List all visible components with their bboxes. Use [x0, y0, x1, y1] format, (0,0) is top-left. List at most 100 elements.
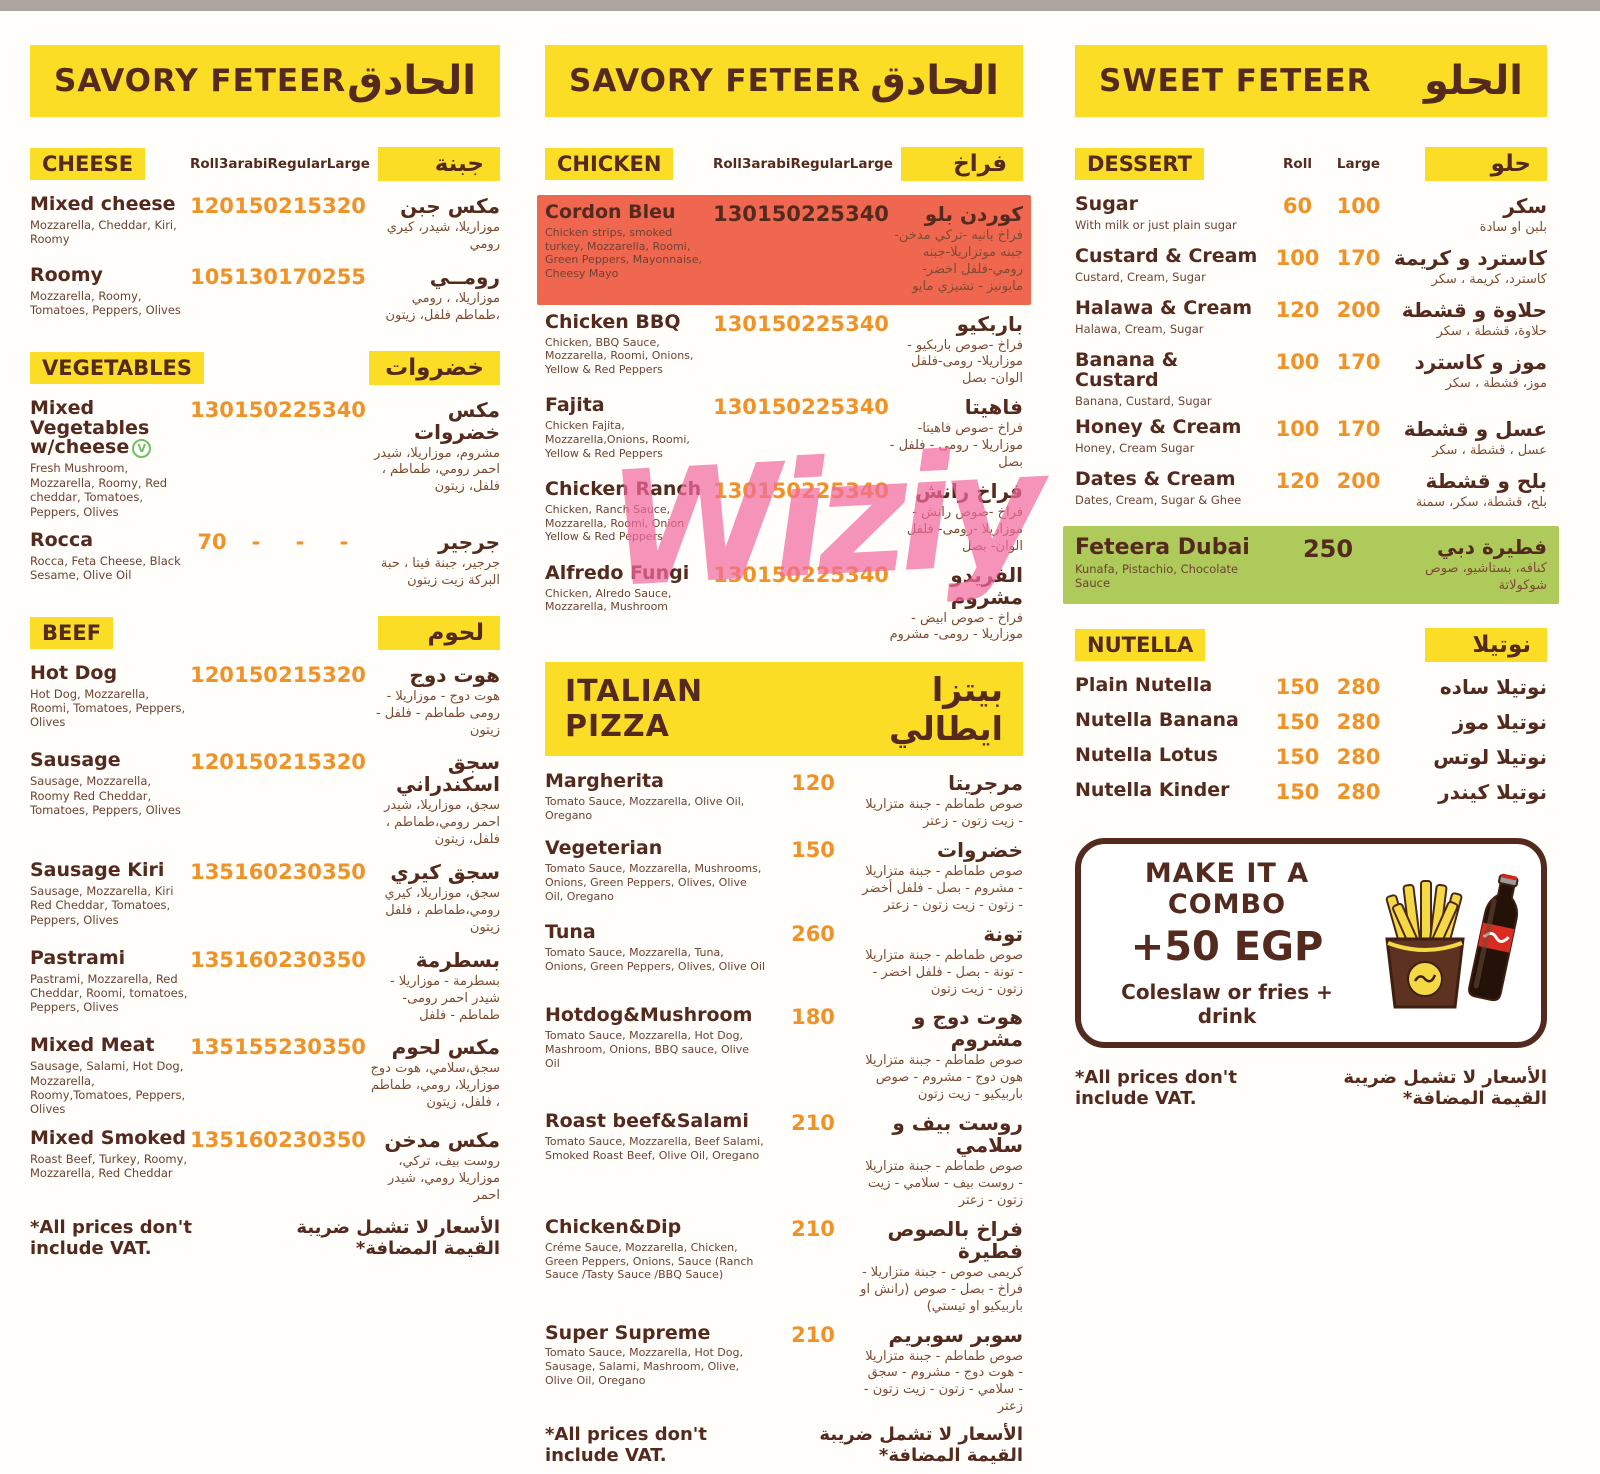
item-prices: 130 150 225 340 — [713, 312, 889, 336]
item-name-ar: نوتيلا موز — [1452, 710, 1547, 735]
item-name-en: Alfredo Fungi — [545, 561, 690, 584]
column-title-en: SAVORY FETEER — [54, 63, 347, 99]
item-prices: 120 200 — [1267, 468, 1389, 493]
item-price: 210 — [791, 1216, 835, 1241]
item-desc-en: Sausage, Mozzarella, Roomy Red Cheddar, … — [30, 774, 181, 818]
item-row-sugar: Sugar With milk or just plain sugar 60 1… — [1075, 194, 1547, 237]
size-header-regular: Regular — [267, 156, 327, 172]
item-row-super-supreme: Super Supreme Tomato Sauce, Mozzarella, … — [545, 1322, 1023, 1417]
item-prices: 120 150 215 320 — [190, 662, 366, 687]
item-desc-ar: سجق، موزاريلا، شيدر احمر رومي،طماطم ، فل… — [384, 798, 500, 848]
item-name-ar: نوتيلا كيندر — [1438, 780, 1547, 805]
item-name-ar: سجق اسكندراني — [396, 750, 500, 797]
price-3arabi: 150 — [757, 395, 801, 420]
item-desc-en: Halawa, Cream, Sugar — [1075, 321, 1204, 336]
combo-price: +50 EGP — [1130, 924, 1324, 971]
price-regular: 215 — [278, 194, 322, 218]
pizza-title-ar: بيتزا ايطالي — [888, 670, 1003, 749]
price-roll: 100 — [1275, 245, 1320, 270]
item-price: 210 — [791, 1322, 835, 1347]
price-large: 280 — [1336, 710, 1381, 735]
item-name-en: Chicken Ranch — [545, 477, 702, 500]
item-desc-en: With milk or just plain sugar — [1075, 217, 1237, 232]
item-prices: 60 100 — [1267, 194, 1389, 218]
item-desc-en: Tomato Sauce, Mozzarella, Hot Dog, Mashr… — [545, 1029, 750, 1070]
item-row-feteera-dubai: Feteera Dubai Kunafa, Pistachio, Chocola… — [1063, 525, 1559, 605]
section-badge-ar: حلو — [1425, 147, 1547, 181]
column-sweet: SWEET FETEER الحلو DESSERT Roll Large حل… — [1063, 45, 1559, 1117]
item-name-ar: الفريدو مشروم — [950, 562, 1023, 609]
item-name-ar: كوردن بلو — [924, 202, 1023, 226]
item-name-ar: مكس جبن — [400, 194, 500, 218]
item-name-ar: هوت دوج — [409, 662, 500, 687]
price-large: 350 — [322, 1035, 366, 1060]
item-desc-ar: صوص طماطم - جبنة متزاريلا - مشروم - بصل … — [862, 864, 1023, 913]
item-name-ar: باربكيو — [956, 311, 1023, 336]
vat-note: *All prices don't include VAT. الأسعار ل… — [1075, 1067, 1547, 1117]
item-ar: جرجير جرجير، جبنة فيتا ، حبة البركة زيت … — [366, 531, 500, 590]
price-large: 320 — [322, 750, 366, 775]
item-row-mixed-cheese: Mixed cheese Mozzarella, Cheddar, Kiri, … — [30, 194, 500, 254]
price-roll: 105 — [190, 264, 234, 289]
item-name-en: Mixed Vegetables w/cheese — [30, 396, 150, 459]
item-name-en: Vegeterian — [545, 837, 663, 860]
item-row-roast-beef-salami: Roast beef&Salami Tomato Sauce, Mozzarel… — [545, 1111, 1023, 1210]
item-en: Margherita Tomato Sauce, Mozzarella, Oli… — [545, 771, 767, 822]
section-header-beef: BEEF لحوم — [30, 615, 500, 650]
item-desc-ar: فراخ -صوص رانش - موزاريلا -رومى- فلفل ال… — [906, 504, 1023, 554]
item-row-vegeterian: Vegeterian Tomato Sauce, Mozzarella, Mus… — [545, 837, 1023, 915]
vat-note-ar: الأسعار لا تشمل ضريبة القيمة المضافة* — [819, 1424, 1023, 1467]
item-name-ar: نوتيلا ساده — [1439, 675, 1547, 700]
price-roll: 130 — [190, 397, 234, 422]
item-desc-ar: موزاريلا، شيدر، كيري رومي — [386, 220, 500, 252]
item-name-ar: مرجريتا — [948, 771, 1023, 796]
price-3arabi: 150 — [757, 562, 801, 587]
section-badge-ar: خضروات — [369, 350, 500, 385]
item-price: 180 — [791, 1005, 835, 1030]
item-row-sausage-kiri: Sausage Kiri Sausage, Mozzarella, Kiri R… — [30, 859, 500, 937]
item-row-margherita: Margherita Tomato Sauce, Mozzarella, Oli… — [545, 771, 1023, 831]
vat-note-en: *All prices don't include VAT. — [545, 1424, 707, 1467]
price-regular: - — [295, 529, 305, 554]
item-row-tuna: Tuna Tomato Sauce, Mozzarella, Tuna, Oni… — [545, 922, 1023, 999]
price-roll: 120 — [190, 194, 234, 218]
size-headers: Roll 3arabi Regular Large — [713, 156, 893, 172]
price-large: 170 — [1336, 416, 1381, 441]
item-en: Chicken Ranch Chicken, Ranch Sauce, Mozz… — [545, 477, 713, 544]
price-regular: 230 — [278, 947, 322, 972]
price-3arabi: 150 — [234, 662, 278, 687]
price-3arabi: 150 — [234, 750, 278, 775]
vat-note-ar: الأسعار لا تشمل ضريبة القيمة المضافة* — [1343, 1067, 1547, 1109]
item-row-nutella-banana: Nutella Banana 150 280 نوتيلا موز — [1075, 711, 1547, 736]
price-large: 340 — [845, 202, 889, 226]
item-desc-en: Kunafa, Pistachio, Chocolate Sauce — [1075, 561, 1239, 591]
price-regular: 225 — [801, 562, 845, 587]
item-row-nutella-lotus: Nutella Lotus 150 280 نوتيلا لوتس — [1075, 746, 1547, 771]
item-prices: 100 170 — [1267, 416, 1389, 441]
price-regular: 215 — [278, 750, 322, 775]
item-name-ar: مكس لحوم — [391, 1035, 500, 1060]
item-ar: خضروات صوص طماطم - جبنة متزاريلا - مشروم… — [859, 839, 1023, 915]
section-header-dessert: DESSERT Roll Large حلو — [1075, 147, 1547, 181]
item-desc-ar: سجق، موزاريلا، كيري رومي،طماطم ، فلفل زي… — [384, 886, 500, 935]
item-name-ar: جرجير — [438, 529, 500, 554]
price-large: 280 — [1336, 780, 1381, 805]
item-name-ar: سجق كيري — [390, 860, 500, 885]
price-roll: 150 — [1275, 675, 1320, 700]
price-roll: 120 — [1275, 468, 1320, 493]
price-large: 200 — [1336, 297, 1381, 322]
item-prices: 135 160 230 350 — [190, 1127, 366, 1152]
item-ar: مكس لحوم سجق،سلامي، هوت دوج موزاريلا، رو… — [366, 1035, 501, 1112]
item-ar: مكس جبن موزاريلا، شيدر، كيري رومي — [366, 195, 500, 254]
item-name-en: Sausage Kiri — [30, 859, 165, 882]
item-desc-en: Dates, Cream, Sugar & Ghee — [1075, 492, 1242, 507]
item-row-honey-cream: Honey & Cream Honey, Cream Sugar 100 170… — [1075, 415, 1547, 460]
item-en: Feteera Dubai Kunafa, Pistachio, Chocola… — [1075, 536, 1267, 591]
price-large: 350 — [322, 1127, 366, 1152]
combo-title: MAKE IT A COMBO — [1144, 858, 1310, 921]
item-name-en: Honey & Cream — [1075, 415, 1242, 438]
item-price: 210 — [791, 1111, 835, 1136]
item-row-plain-nutella: Plain Nutella 150 280 نوتيلا ساده — [1075, 676, 1547, 701]
item-name-ar: مكس خضروات — [414, 397, 500, 444]
item-name-en: Mixed Meat — [30, 1034, 155, 1057]
